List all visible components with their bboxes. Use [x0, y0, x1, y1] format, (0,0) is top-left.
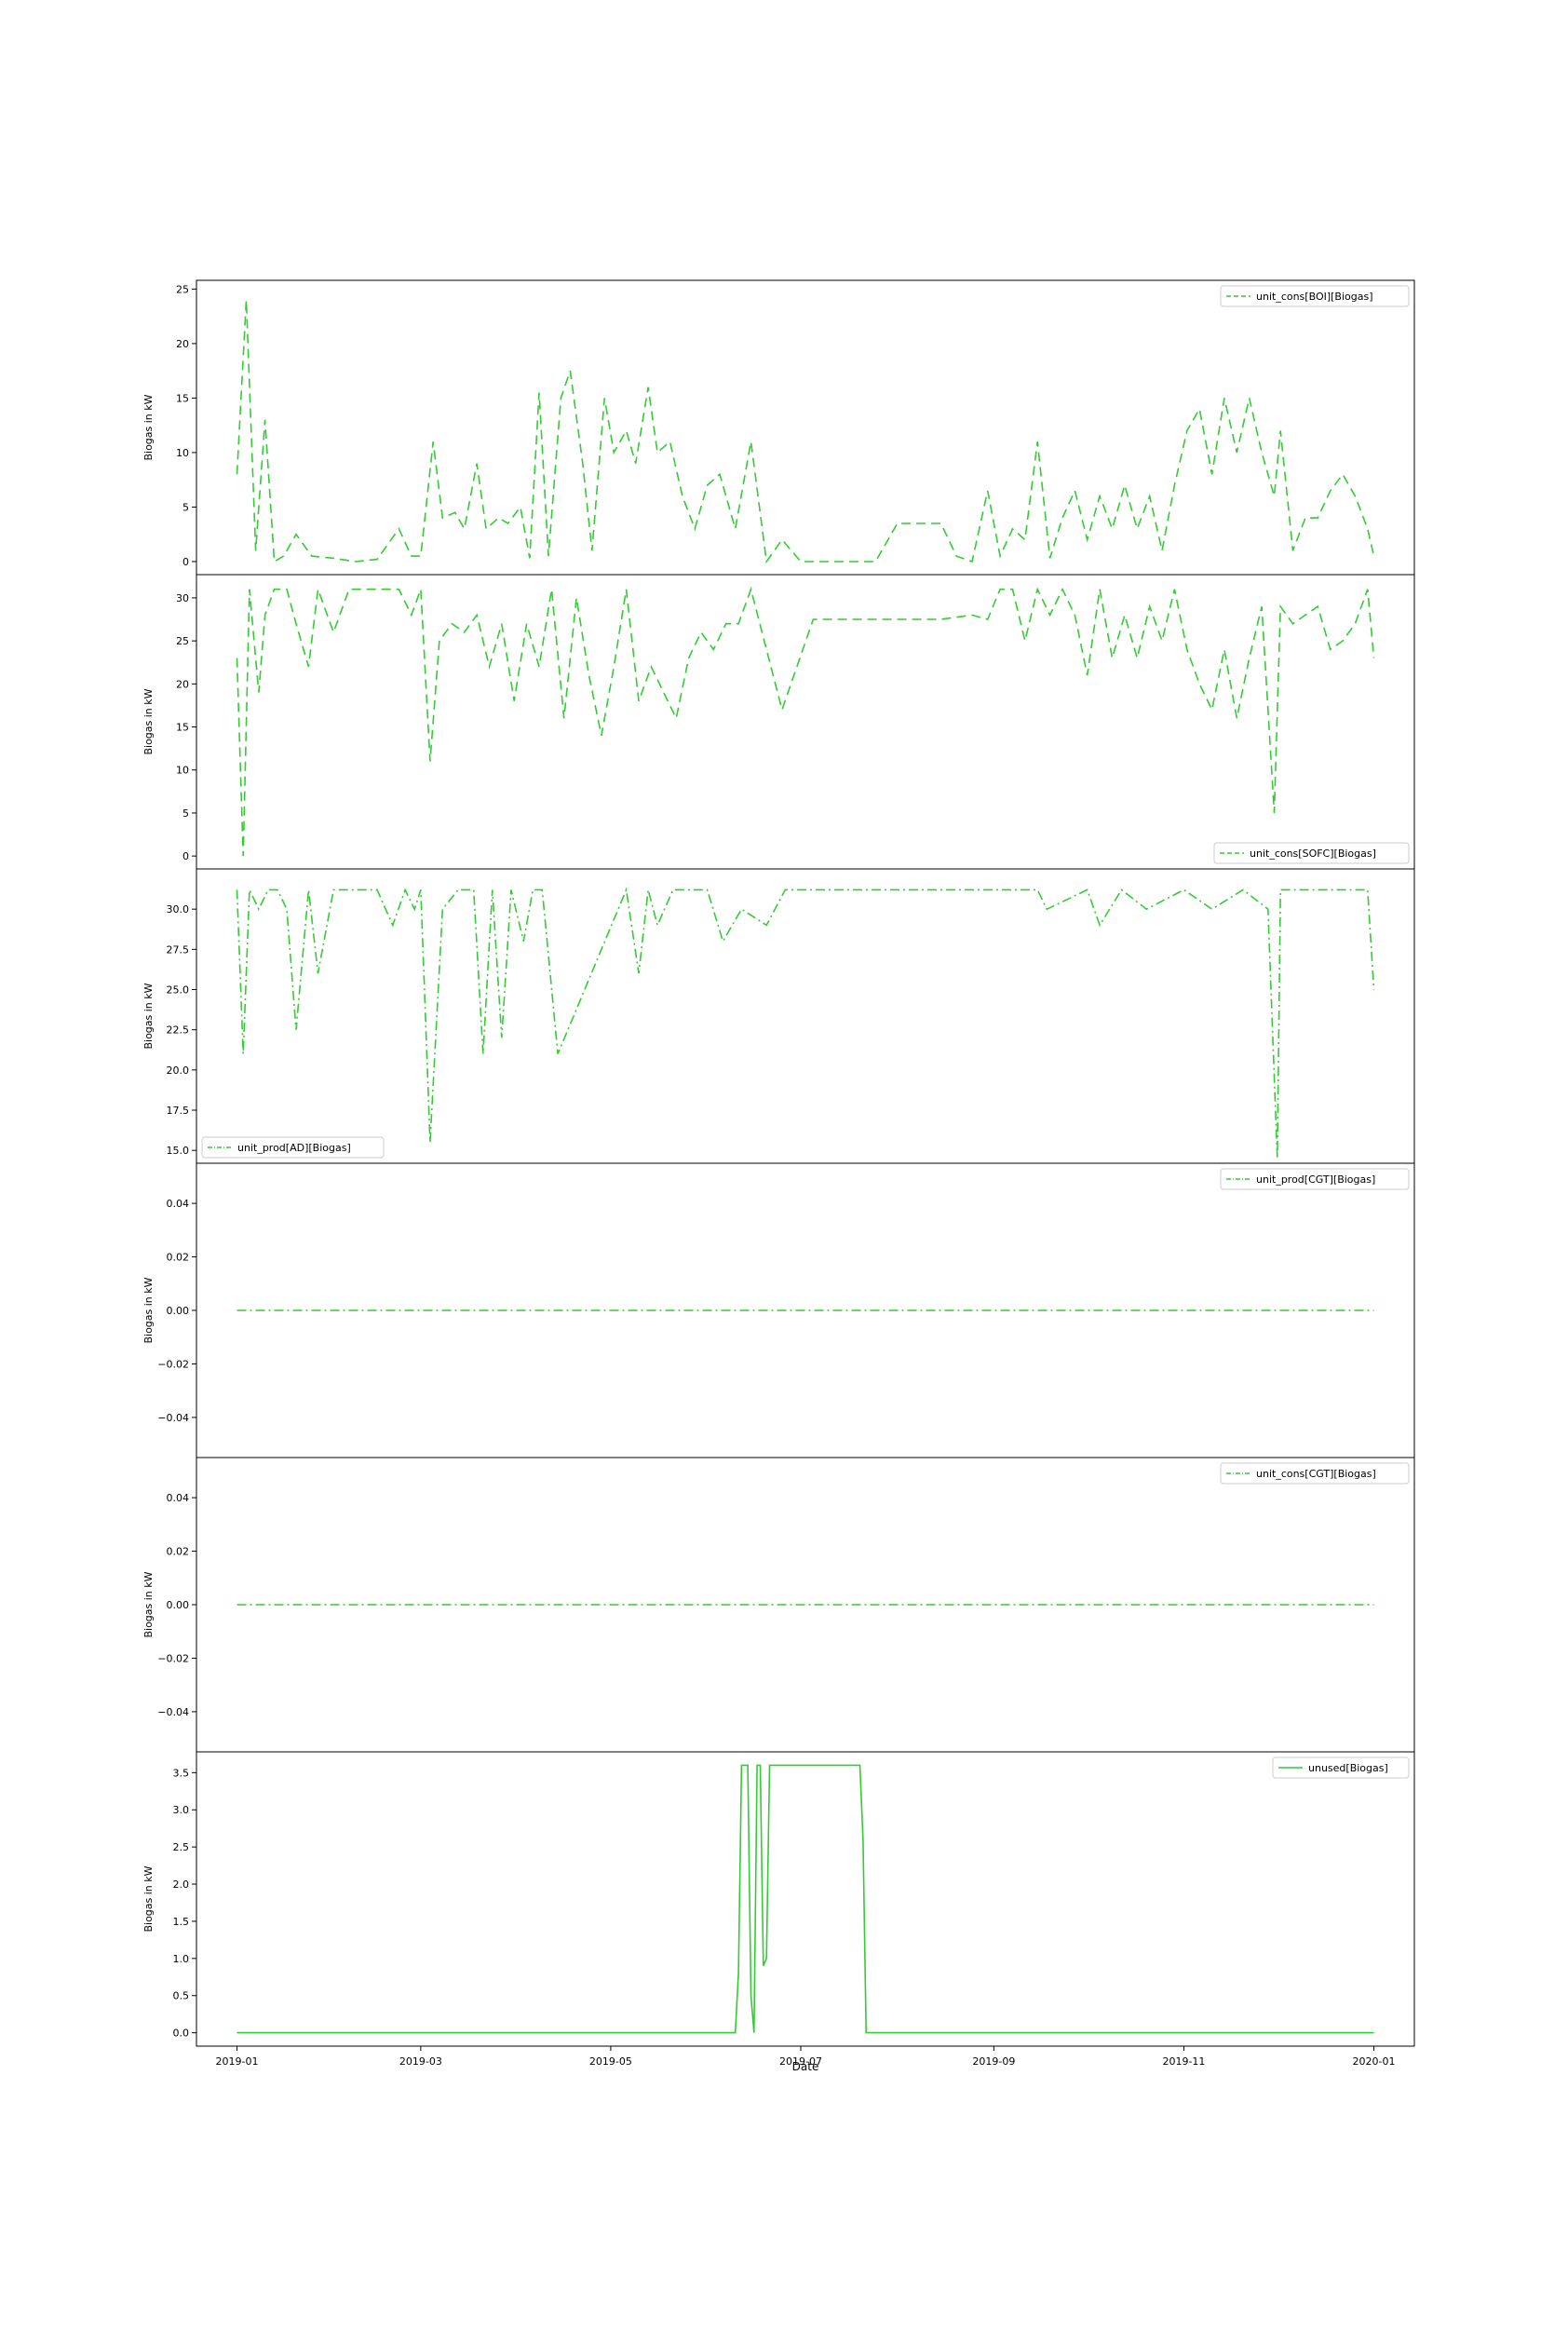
subplot-6: 0.0 0.5 1.0 1.5 2.0 2.5 3.0 3.5 Biogas in kW unus…: [142, 1751, 1415, 2047]
y-tick-label: 2.5: [173, 1841, 190, 1853]
legend-label: unused[Biogas]: [1308, 1762, 1388, 1774]
y-tick-label: 25.0: [167, 984, 190, 997]
y-tick-label: 15.0: [167, 1145, 190, 1157]
legend-box: [1220, 1462, 1410, 1485]
y-tick-label: 25: [176, 283, 189, 295]
y-tick-label: 15: [176, 392, 189, 404]
y-axis-label: Biogas in kW: [142, 1865, 155, 1932]
axes-frame: [196, 1751, 1415, 2047]
x-tick-label: 2020-01: [1353, 2055, 1396, 2068]
legend-label: unit_prod[CGT][Biogas]: [1256, 1173, 1375, 1186]
legend: unit_cons[BOI][Biogas]: [1220, 285, 1410, 307]
y-tick-label: 10: [176, 447, 189, 459]
legend: unit_cons[CGT][Biogas]: [1220, 1462, 1410, 1485]
series-line: [236, 586, 1375, 857]
y-axis-label: Biogas in kW: [142, 1571, 155, 1637]
x-tick-label: 2019-01: [216, 2055, 259, 2068]
y-tick-label: 3.0: [173, 1804, 190, 1816]
legend-label: unit_cons[BOI][Biogas]: [1256, 291, 1373, 303]
legend-label: unit_cons[SOFC][Biogas]: [1250, 848, 1376, 860]
subplot-1: 0 5 10 15 20 25 Biogas in kW unit_cons[BOI][Bio…: [142, 279, 1415, 576]
y-tick-label: 0.5: [173, 1990, 190, 2002]
y-tick-label: 22.5: [167, 1024, 190, 1037]
legend-box: [1220, 1168, 1410, 1190]
y-axis-label: Biogas in kW: [142, 688, 155, 754]
y-tick-label: 0: [182, 850, 189, 862]
y-axis-label: Biogas in kW: [142, 1277, 155, 1343]
legend-box: [1272, 1757, 1410, 1779]
y-tick-label: −0.02: [157, 1358, 189, 1370]
x-tick-label: 2019-09: [972, 2055, 1015, 2068]
y-tick-label: 0.00: [167, 1599, 190, 1611]
y-tick-label: 5: [182, 501, 189, 513]
y-tick-label: 0.04: [167, 1492, 190, 1504]
y-tick-label: 0.02: [167, 1252, 190, 1264]
subplot-stack: 0 5 10 15 20 25 Biogas in kW unit_cons[BOI][Bio…: [142, 279, 1415, 2068]
subplot-3: 15.0 17.5 20.0 22.5 25.0 27.5 30.0 Biogas in kW…: [142, 868, 1415, 1164]
x-tick-label: 2019-11: [1162, 2055, 1205, 2068]
subplot-2: 0 5 10 15 20 25 30 Biogas in kW unit_cons[SOFC][…: [142, 574, 1415, 870]
y-tick-label: 0.0: [173, 2028, 190, 2040]
y-tick-label: 20: [176, 338, 189, 350]
legend-box: [1220, 285, 1410, 307]
legend-box: [201, 1136, 385, 1159]
y-tick-label: 1.0: [173, 1953, 190, 1965]
y-tick-label: 0.04: [167, 1198, 190, 1210]
legend: unit_prod[CGT][Biogas]: [1220, 1168, 1410, 1190]
y-axis-label: Biogas in kW: [142, 983, 155, 1049]
y-tick-label: 1.5: [173, 1916, 190, 1928]
y-tick-label: 2.0: [173, 1879, 190, 1891]
legend: unit_prod[AD][Biogas]: [201, 1136, 385, 1159]
y-tick-label: 15: [176, 722, 189, 734]
legend-label: unit_prod[AD][Biogas]: [237, 1142, 351, 1154]
y-tick-label: 0: [182, 556, 189, 568]
y-tick-label: −0.02: [157, 1652, 189, 1664]
y-tick-label: 27.5: [167, 943, 190, 956]
y-tick-label: 17.5: [167, 1105, 190, 1117]
y-tick-label: 3.5: [173, 1767, 190, 1779]
subplot-5: −0.04 −0.02 0.00 0.02 0.04 Biogas in kW unit_c…: [142, 1457, 1415, 1753]
y-tick-label: 30.0: [167, 903, 190, 916]
y-tick-label: 0.00: [167, 1305, 190, 1317]
y-tick-label: 30: [176, 592, 189, 604]
y-tick-label: 5: [182, 807, 189, 820]
legend: unit_cons[SOFC][Biogas]: [1213, 842, 1410, 864]
y-tick-label: 0.02: [167, 1546, 190, 1558]
y-tick-label: −0.04: [157, 1412, 189, 1424]
x-axis-label: Date: [792, 2060, 819, 2073]
x-tick-label: 2019-05: [589, 2055, 632, 2068]
y-tick-label: 25: [176, 635, 189, 647]
x-tick-label: 2019-07: [779, 2055, 822, 2068]
series-line: [236, 887, 1375, 1159]
y-tick-label: 10: [176, 765, 189, 777]
y-axis-label: Biogas in kW: [142, 394, 155, 460]
legend: unused[Biogas]: [1272, 1757, 1410, 1779]
y-tick-label: 20.0: [167, 1065, 190, 1077]
y-tick-label: 20: [176, 678, 189, 690]
legend-label: unit_cons[CGT][Biogas]: [1256, 1468, 1376, 1480]
legend-box: [1213, 842, 1410, 864]
x-tick-label: 2019-03: [399, 2055, 442, 2068]
x-axis: 2019-01 2019-03 2019-05 2019-07 2019-09 2019-…: [216, 2046, 1396, 2068]
series-line: [237, 1764, 1374, 2034]
series-line: [236, 300, 1375, 564]
y-tick-label: −0.04: [157, 1706, 189, 1718]
